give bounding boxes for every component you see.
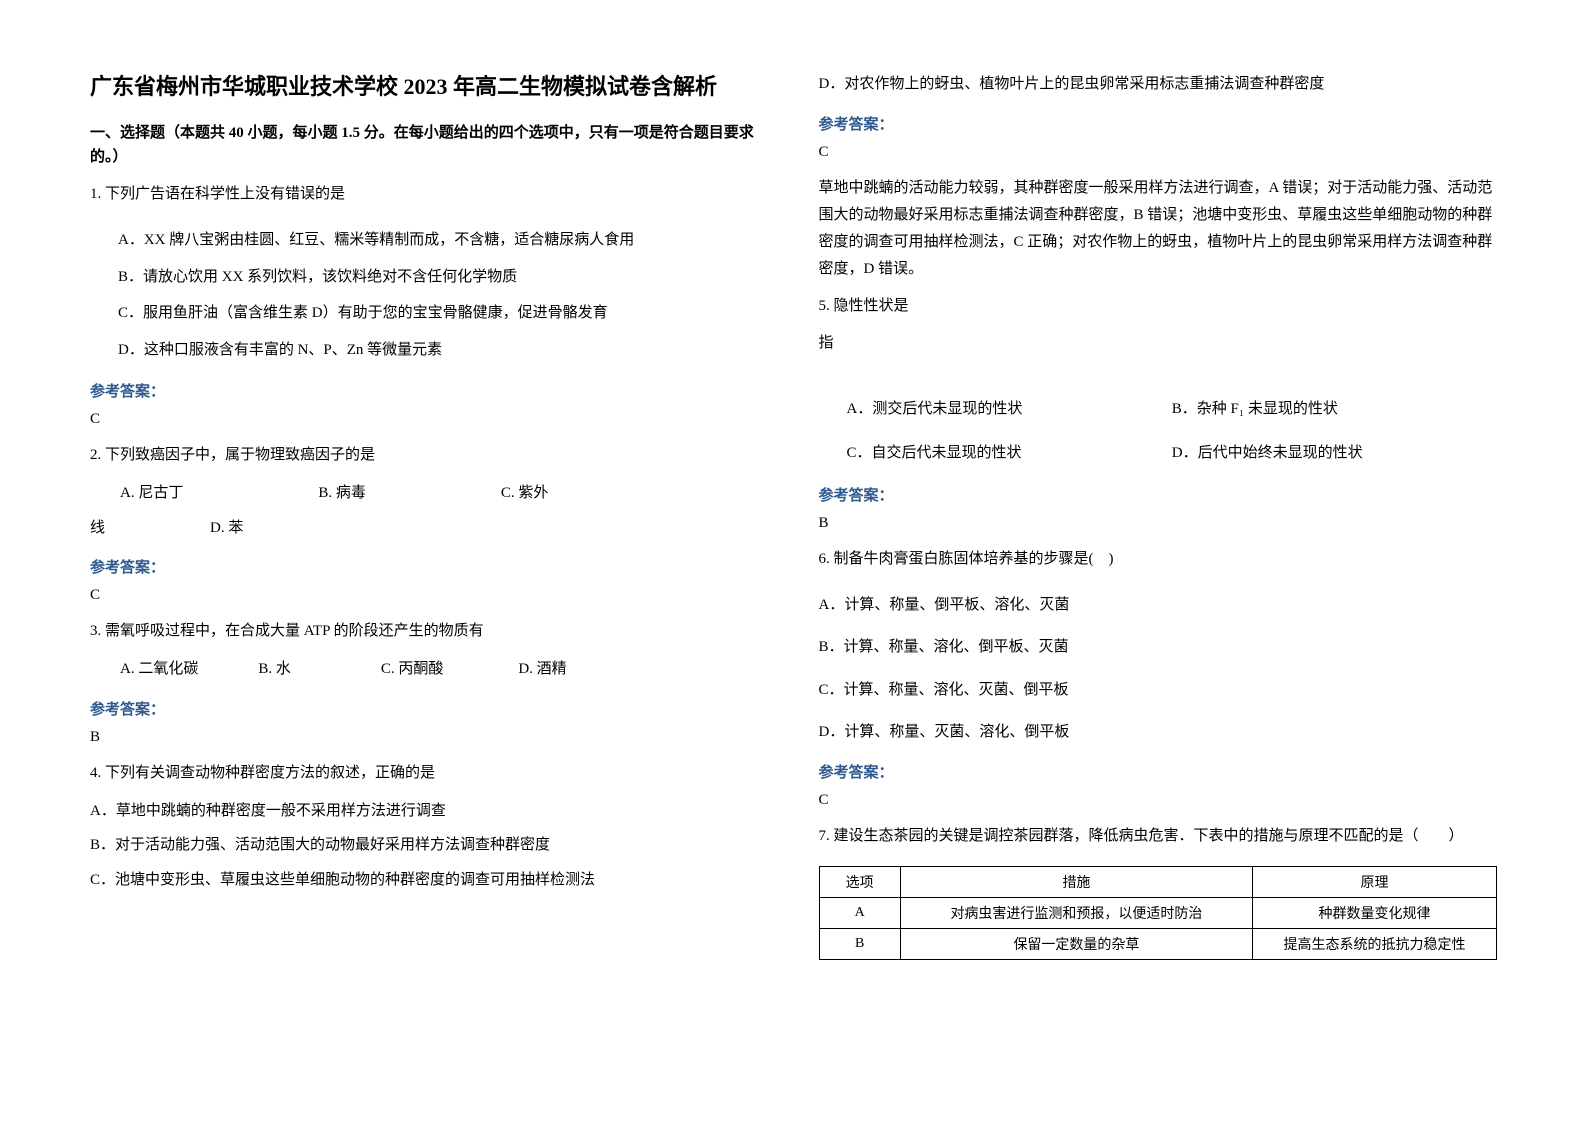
q2-opts-line2: 线 D. 苯 [90,514,769,543]
q4-opt-c: C．池塘中变形虫、草履虫这些单细胞动物的种群密度的调查可用抽样检测法 [90,866,769,895]
q4-answer: C [819,144,1498,161]
right-column: D．对农作物上的蚜虫、植物叶片上的昆虫卵常采用标志重捕法调查种群密度 参考答案：… [819,70,1498,1082]
q6-opt-c: C．计算、称量、溶化、灭菌、倒平板 [819,676,1498,705]
q4-answer-label: 参考答案： [819,113,1498,134]
cell: 保留一定数量的杂草 [900,928,1252,959]
q1-opt-c: C．服用鱼肝油（富含维生素 D）有助于您的宝宝骨骼健康，促进骨骼发育 [118,299,769,328]
q4-stem: 4. 下列有关调查动物种群密度方法的叙述，正确的是 [90,760,769,787]
table-row: A 对病虫害进行监测和预报，以便适时防治 种群数量变化规律 [819,897,1497,928]
q5-answer-label: 参考答案： [819,484,1498,505]
q3-answer: B [90,729,769,746]
left-column: 广东省梅州市华城职业技术学校 2023 年高二生物模拟试卷含解析 一、选择题（本… [90,70,769,1082]
q1-opt-d: D．这种口服液含有丰富的 N、P、Zn 等微量元素 [118,336,769,365]
table-header-row: 选项 措施 原理 [819,866,1497,897]
q1-opt-b: B．请放心饮用 XX 系列饮料，该饮料绝对不含任何化学物质 [118,263,769,292]
q5-opt-a: A．测交后代未显现的性状 [847,395,1172,424]
q6-opt-b: B．计算、称量、溶化、倒平板、灭菌 [819,633,1498,662]
q2-answer: C [90,587,769,604]
q6-stem: 6. 制备牛肉膏蛋白胨固体培养基的步骤是( ) [819,546,1498,573]
q1-answer: C [90,411,769,428]
th-measure: 措施 [900,866,1252,897]
q5-stem2: 指 [819,330,1498,357]
document-title: 广东省梅州市华城职业技术学校 2023 年高二生物模拟试卷含解析 [90,70,769,103]
th-option: 选项 [819,866,900,897]
q4-opt-d: D．对农作物上的蚜虫、植物叶片上的昆虫卵常采用标志重捕法调查种群密度 [819,70,1498,99]
cell: 种群数量变化规律 [1253,897,1497,928]
cell: 提高生态系统的抵抗力稳定性 [1253,928,1497,959]
q5-answer: B [819,515,1498,532]
q3-stem: 3. 需氧呼吸过程中，在合成大量 ATP 的阶段还产生的物质有 [90,618,769,645]
q5-stem1: 5. 隐性性状是 [819,293,1498,320]
q6-answer-label: 参考答案： [819,761,1498,782]
q1-answer-label: 参考答案： [90,380,769,401]
q4-explanation: 草地中跳蝻的活动能力较弱，其种群密度一般采用样方法进行调查，A 错误；对于活动能… [819,175,1498,283]
q1-opt-a: A．XX 牌八宝粥由桂圆、红豆、糯米等精制而成，不含糖，适合糖尿病人食用 [118,226,769,255]
th-principle: 原理 [1253,866,1497,897]
section-header: 一、选择题（本题共 40 小题，每小题 1.5 分。在每小题给出的四个选项中，只… [90,121,769,169]
table-row: B 保留一定数量的杂草 提高生态系统的抵抗力稳定性 [819,928,1497,959]
q1-stem: 1. 下列广告语在科学性上没有错误的是 [90,181,769,208]
q7-stem: 7. 建设生态茶园的关键是调控茶园群落，降低病虫危害．下表中的措施与原理不匹配的… [819,823,1498,850]
cell: B [819,928,900,959]
q5-opt-d: D．后代中始终未显现的性状 [1172,439,1497,468]
q6-opt-d: D．计算、称量、灭菌、溶化、倒平板 [819,718,1498,747]
q3-answer-label: 参考答案： [90,698,769,719]
q5-row1: A．测交后代未显现的性状 B．杂种 F₁ 未显现的性状 [847,395,1498,424]
q5-opt-c: C．自交后代未显现的性状 [847,439,1172,468]
q2-opts-line1: A. 尼古丁 B. 病毒 C. 紫外 [90,479,769,508]
q4-opt-a: A．草地中跳蝻的种群密度一般不采用样方法进行调查 [90,797,769,826]
q5-row2: C．自交后代未显现的性状 D．后代中始终未显现的性状 [847,439,1498,468]
q4-opt-b: B．对于活动能力强、活动范围大的动物最好采用样方法调查种群密度 [90,831,769,860]
q5-opt-b: B．杂种 F₁ 未显现的性状 [1172,395,1497,424]
cell: 对病虫害进行监测和预报，以便适时防治 [900,897,1252,928]
cell: A [819,897,900,928]
q3-opts: A. 二氧化碳 B. 水 C. 丙酮酸 D. 酒精 [90,655,769,684]
q7-table: 选项 措施 原理 A 对病虫害进行监测和预报，以便适时防治 种群数量变化规律 B… [819,866,1498,960]
q6-answer: C [819,792,1498,809]
q2-stem: 2. 下列致癌因子中，属于物理致癌因子的是 [90,442,769,469]
q6-opt-a: A．计算、称量、倒平板、溶化、灭菌 [819,591,1498,620]
q2-answer-label: 参考答案： [90,556,769,577]
